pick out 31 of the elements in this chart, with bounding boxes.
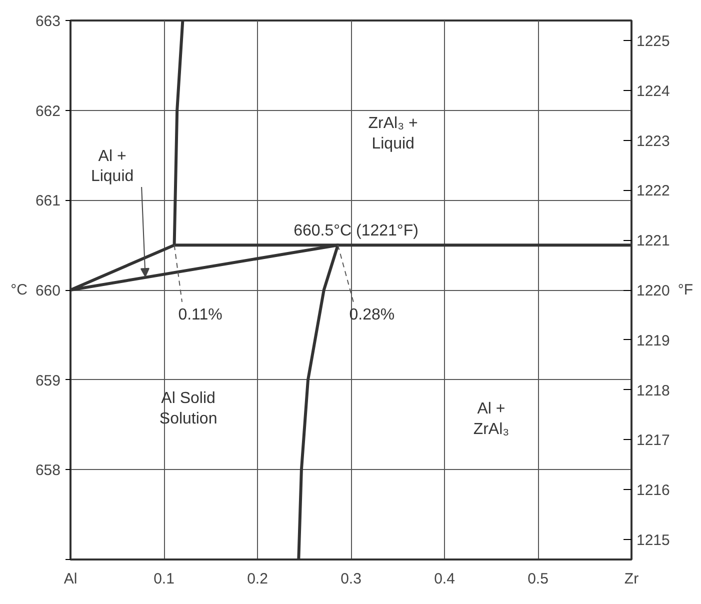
y2-tick-label: 1224 <box>636 82 670 100</box>
x-tick-label: 0.4 <box>434 570 455 588</box>
y-tick-label: 661 <box>35 192 61 210</box>
y2-tick-label: 1219 <box>636 332 670 350</box>
y-tick-label: 660 <box>35 282 61 300</box>
x-tick-label: 0.5 <box>528 570 548 588</box>
y-tick-label: 658 <box>35 462 61 480</box>
y-tick-label: 662 <box>35 102 61 120</box>
y2-tick-label: 1215 <box>636 532 670 550</box>
y-tick-label: 663 <box>35 13 61 30</box>
annotation: Al + ZrAl₃ <box>473 400 510 438</box>
y2-tick-label: 1222 <box>636 182 670 200</box>
x-tick-label: Zr <box>624 570 639 588</box>
y2-tick-label: 1220 <box>636 282 670 300</box>
y2-tick-label: 1221 <box>636 232 670 250</box>
y-axis-title: °C <box>10 282 28 298</box>
annotation: 0.11% <box>178 306 222 324</box>
y2-tick-label: 1217 <box>636 432 670 450</box>
y-tick-label: 659 <box>35 372 61 390</box>
x-tick-label: 0.3 <box>340 570 362 588</box>
annotation: ZrAl₃ + Liquid <box>368 114 418 152</box>
y2-tick-label: 1218 <box>636 382 670 400</box>
y2-axis-title: °F <box>678 282 694 298</box>
y2-tick-label: 1223 <box>636 132 670 150</box>
y2-tick-label: 1216 <box>636 482 670 500</box>
annotation: 660.5°C (1221°F) <box>294 222 418 240</box>
y2-tick-label: 1225 <box>636 32 670 50</box>
x-tick-label: 0.2 <box>247 570 268 588</box>
x-tick-label: 0.1 <box>154 570 174 588</box>
annotation: Al + Liquid <box>90 148 134 186</box>
x-tick-label: Al <box>64 570 78 588</box>
